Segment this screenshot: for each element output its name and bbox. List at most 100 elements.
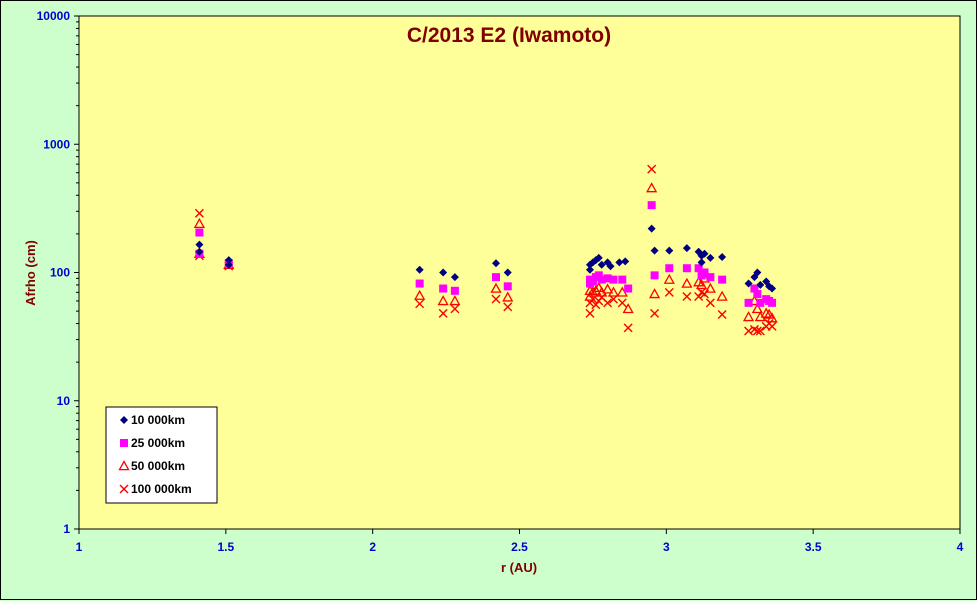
axes-layer: 1 1.5 2 2.5 3 3.5 4 1 10 100 1000 10000 [37, 9, 964, 554]
data-point [503, 268, 512, 277]
data-point [438, 308, 448, 318]
data-point [744, 298, 753, 307]
data-point [492, 259, 501, 268]
data-point [615, 258, 624, 267]
data-point [450, 304, 460, 314]
data-point [753, 289, 762, 298]
data-point [742, 311, 755, 322]
data-point-stroke [697, 287, 707, 297]
legend-label: 50 000km [131, 459, 185, 473]
data-point [601, 283, 614, 294]
data-point [768, 284, 777, 293]
data-point [606, 262, 615, 271]
data-point [646, 182, 658, 193]
x-tick-label: 2 [369, 540, 376, 554]
data-point [617, 298, 627, 308]
data-point [753, 268, 762, 277]
data-point-stroke [650, 308, 660, 318]
data-point-stroke [415, 299, 425, 309]
data-point-stroke [617, 298, 627, 308]
data-point [450, 273, 459, 282]
data-point [717, 310, 727, 320]
data-point [694, 264, 703, 273]
data-point-stroke [755, 326, 765, 336]
data-point [415, 265, 424, 274]
data-point [609, 275, 618, 284]
data-point [585, 308, 595, 318]
x-tick-label: 1.5 [217, 540, 234, 554]
data-point [415, 299, 425, 309]
legend: 10 000km 25 000km 50 000km 100 000km [105, 406, 218, 504]
data-point-stroke [603, 298, 613, 308]
y-tick-label: 10000 [37, 9, 71, 23]
data-point [193, 217, 206, 228]
data-point [663, 273, 675, 284]
data-point [593, 281, 605, 293]
x-axis-title: r (AU) [501, 560, 537, 575]
data-point [716, 290, 728, 301]
data-point [682, 244, 691, 253]
data-point [585, 265, 594, 274]
data-point [224, 256, 233, 265]
x-tick-label: 1 [76, 540, 83, 554]
data-point [623, 323, 633, 333]
data-point-stroke [664, 287, 674, 297]
data-point [718, 253, 727, 262]
data-point-stroke [585, 308, 595, 318]
legend-label: 10 000km [131, 413, 185, 427]
data-point [415, 279, 424, 288]
legend-marker [120, 416, 128, 424]
data-point [700, 249, 709, 258]
data-point [647, 224, 656, 233]
legend-marker [119, 484, 129, 494]
data-point [603, 298, 613, 308]
data-point [621, 257, 630, 266]
data-point [490, 282, 502, 293]
data-point [700, 289, 710, 299]
data-point [594, 271, 603, 280]
data-point-stroke [694, 291, 704, 301]
legend-items: 10 000km 25 000km 50 000km 100 000km [118, 413, 192, 496]
data-point-stroke [647, 164, 657, 174]
legend-label: 25 000km [131, 436, 185, 450]
data-point [588, 277, 597, 286]
data-point [502, 291, 514, 302]
data-point-stroke [717, 310, 727, 320]
data-point-stroke [700, 289, 710, 299]
data-point [648, 288, 661, 299]
data-point [450, 286, 459, 295]
data-point [768, 298, 777, 307]
x-tick-label: 3.5 [805, 540, 822, 554]
data-point [695, 279, 708, 290]
data-point [603, 274, 612, 283]
data-point [681, 277, 693, 288]
data-point [755, 326, 765, 336]
x-tick-label: 4 [957, 540, 964, 554]
y-axis-title: Afrho (cm) [23, 240, 38, 306]
data-point [590, 284, 602, 296]
data-point [607, 286, 620, 297]
data-point [647, 201, 656, 210]
data-point [744, 326, 754, 336]
data-point [682, 264, 691, 273]
data-point [650, 246, 659, 255]
data-point [705, 298, 715, 308]
data-point-stroke [744, 326, 754, 336]
data-point [224, 260, 233, 269]
data-point [650, 308, 660, 318]
legend-label: 100 000km [131, 482, 192, 496]
data-point [751, 303, 763, 314]
data-point [760, 307, 772, 318]
data-point [624, 284, 633, 293]
data-point [650, 271, 659, 280]
data-point [756, 298, 765, 307]
y-tick-label: 100 [50, 266, 70, 280]
data-point [195, 228, 204, 237]
data-point [744, 279, 753, 288]
data-point [718, 275, 727, 284]
y-tick-label: 1000 [43, 137, 70, 151]
data-point [618, 275, 627, 284]
legend-marker-stroke [119, 484, 129, 494]
data-point [491, 294, 501, 304]
